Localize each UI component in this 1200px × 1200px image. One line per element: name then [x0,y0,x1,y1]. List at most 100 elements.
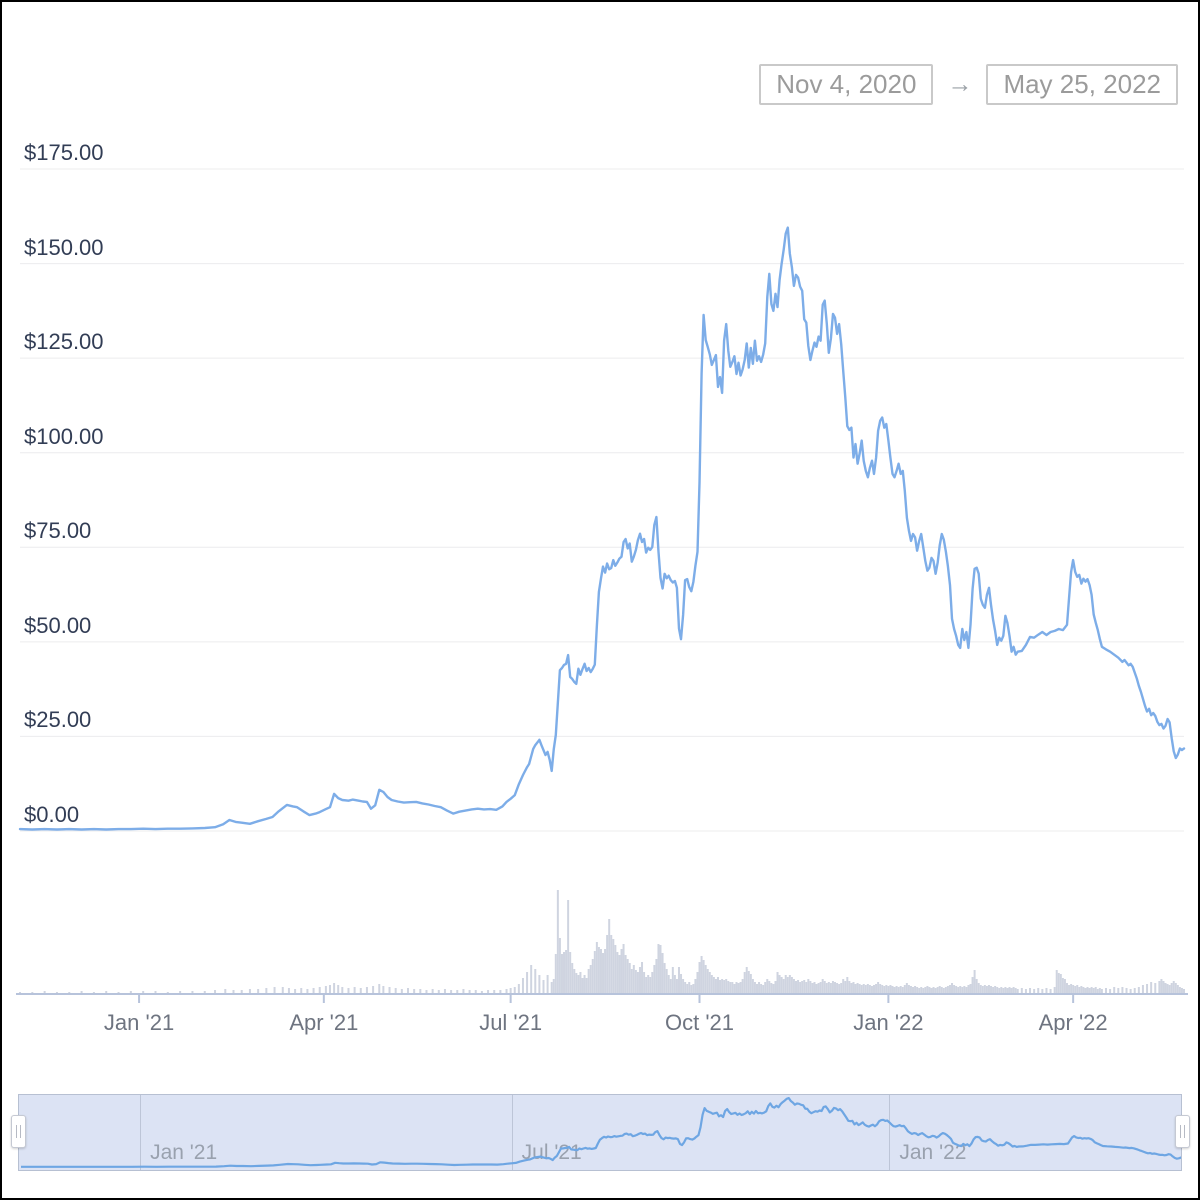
volume-bar [686,984,689,993]
volume-bar [684,982,687,993]
volume-bar [801,981,804,993]
volume-bar [743,972,746,993]
volume-bar [909,986,912,993]
volume-bar [813,982,816,993]
volume-bar [918,988,921,993]
date-start-input[interactable]: Nov 4, 2020 [759,64,934,105]
volume-bar [893,987,896,993]
volume-bar [248,989,251,993]
volume-bar [967,985,970,993]
volume-bar [985,986,988,993]
volume-bar [879,984,882,993]
volume-bar [649,977,652,993]
volume-bar [725,979,728,993]
volume-bar [719,980,722,993]
volume-bar [951,983,954,993]
volume-bar [407,988,409,993]
date-end-input[interactable]: May 25, 2022 [986,64,1178,105]
volume-bar [1016,989,1019,993]
volume-bar [716,977,719,993]
volume-bar [788,975,791,993]
volume-bar [792,979,795,993]
volume-bar [1082,987,1085,993]
y-axis-label: $150.00 [24,234,104,260]
volume-bar [877,982,880,993]
volume-bar [324,986,327,993]
volume-bar [622,944,625,993]
volume-bar [696,972,699,993]
y-axis-label: $75.00 [24,518,92,544]
volume-bar [1004,987,1007,993]
volume-bar [737,983,740,993]
volume-bar [755,984,758,993]
volume-bar [677,967,680,993]
volume-bar [1029,988,1032,993]
volume-bar [1113,987,1116,993]
volume-bar [944,987,947,993]
volume-bar [560,954,563,993]
volume-bar [265,988,268,993]
volume-bar [558,938,561,993]
volume-bar [770,983,773,993]
volume-bar [413,989,416,993]
volume-bar [799,982,802,993]
volume-bar [1162,981,1165,993]
volume-bar [306,989,309,993]
navigator-right-handle[interactable] [1175,1115,1190,1148]
volume-bar [645,977,648,993]
volume-bar [638,967,641,993]
navigator-left-handle[interactable] [11,1115,26,1148]
volume-bar [1041,989,1044,993]
volume-bar [739,982,742,993]
volume-bar [733,984,736,993]
volume-bar [928,987,931,993]
volume-bar [579,972,582,993]
volume-bar [858,984,861,993]
volume-bar [587,969,590,993]
volume-bar [1065,983,1068,993]
volume-bar [727,981,730,993]
volume-bar [312,988,315,993]
volume-bar [721,979,724,993]
volume-bar [614,945,617,993]
x-axis-label: Apr '21 [289,1010,359,1035]
volume-bar [729,982,732,993]
volume-bar [852,982,855,993]
volume-bar [1049,989,1052,993]
volume-bar [723,980,726,993]
volume-bar [844,981,847,993]
volume-bar [998,988,1001,993]
range-navigator[interactable]: Jan '21 Jul '21 Jan '22 [18,1094,1182,1171]
navigator-divider [140,1095,142,1170]
volume-bar [758,982,761,993]
volume-bar [31,992,34,993]
volume-bar [983,985,986,993]
volume-bar [774,981,777,993]
volume-bar [179,991,182,993]
volume-bar [979,985,982,993]
volume-bar [848,981,851,993]
volume-bar [942,988,945,993]
volume-bar [669,979,672,993]
volume-bar [462,989,465,993]
volume-bar [846,977,849,993]
volume-bar [891,986,894,993]
volume-bar [1133,988,1136,993]
volume-bar [1125,988,1128,993]
volume-bar [829,983,832,993]
volume-bar [1078,987,1081,993]
volume-bar [1033,989,1036,993]
volume-bar [632,965,635,993]
navigator-mini-chart [21,1096,1181,1168]
volume-bar [885,985,888,993]
x-axis-label: Oct '21 [664,1010,734,1035]
navigator-label: Jan '21 [150,1141,218,1164]
volume-bar [191,991,194,993]
volume-bar [571,963,574,993]
volume-bar [1055,970,1058,993]
volume-bar [749,974,752,993]
volume-bar [834,982,837,993]
volume-bar [899,986,902,993]
volume-bar [620,949,623,993]
